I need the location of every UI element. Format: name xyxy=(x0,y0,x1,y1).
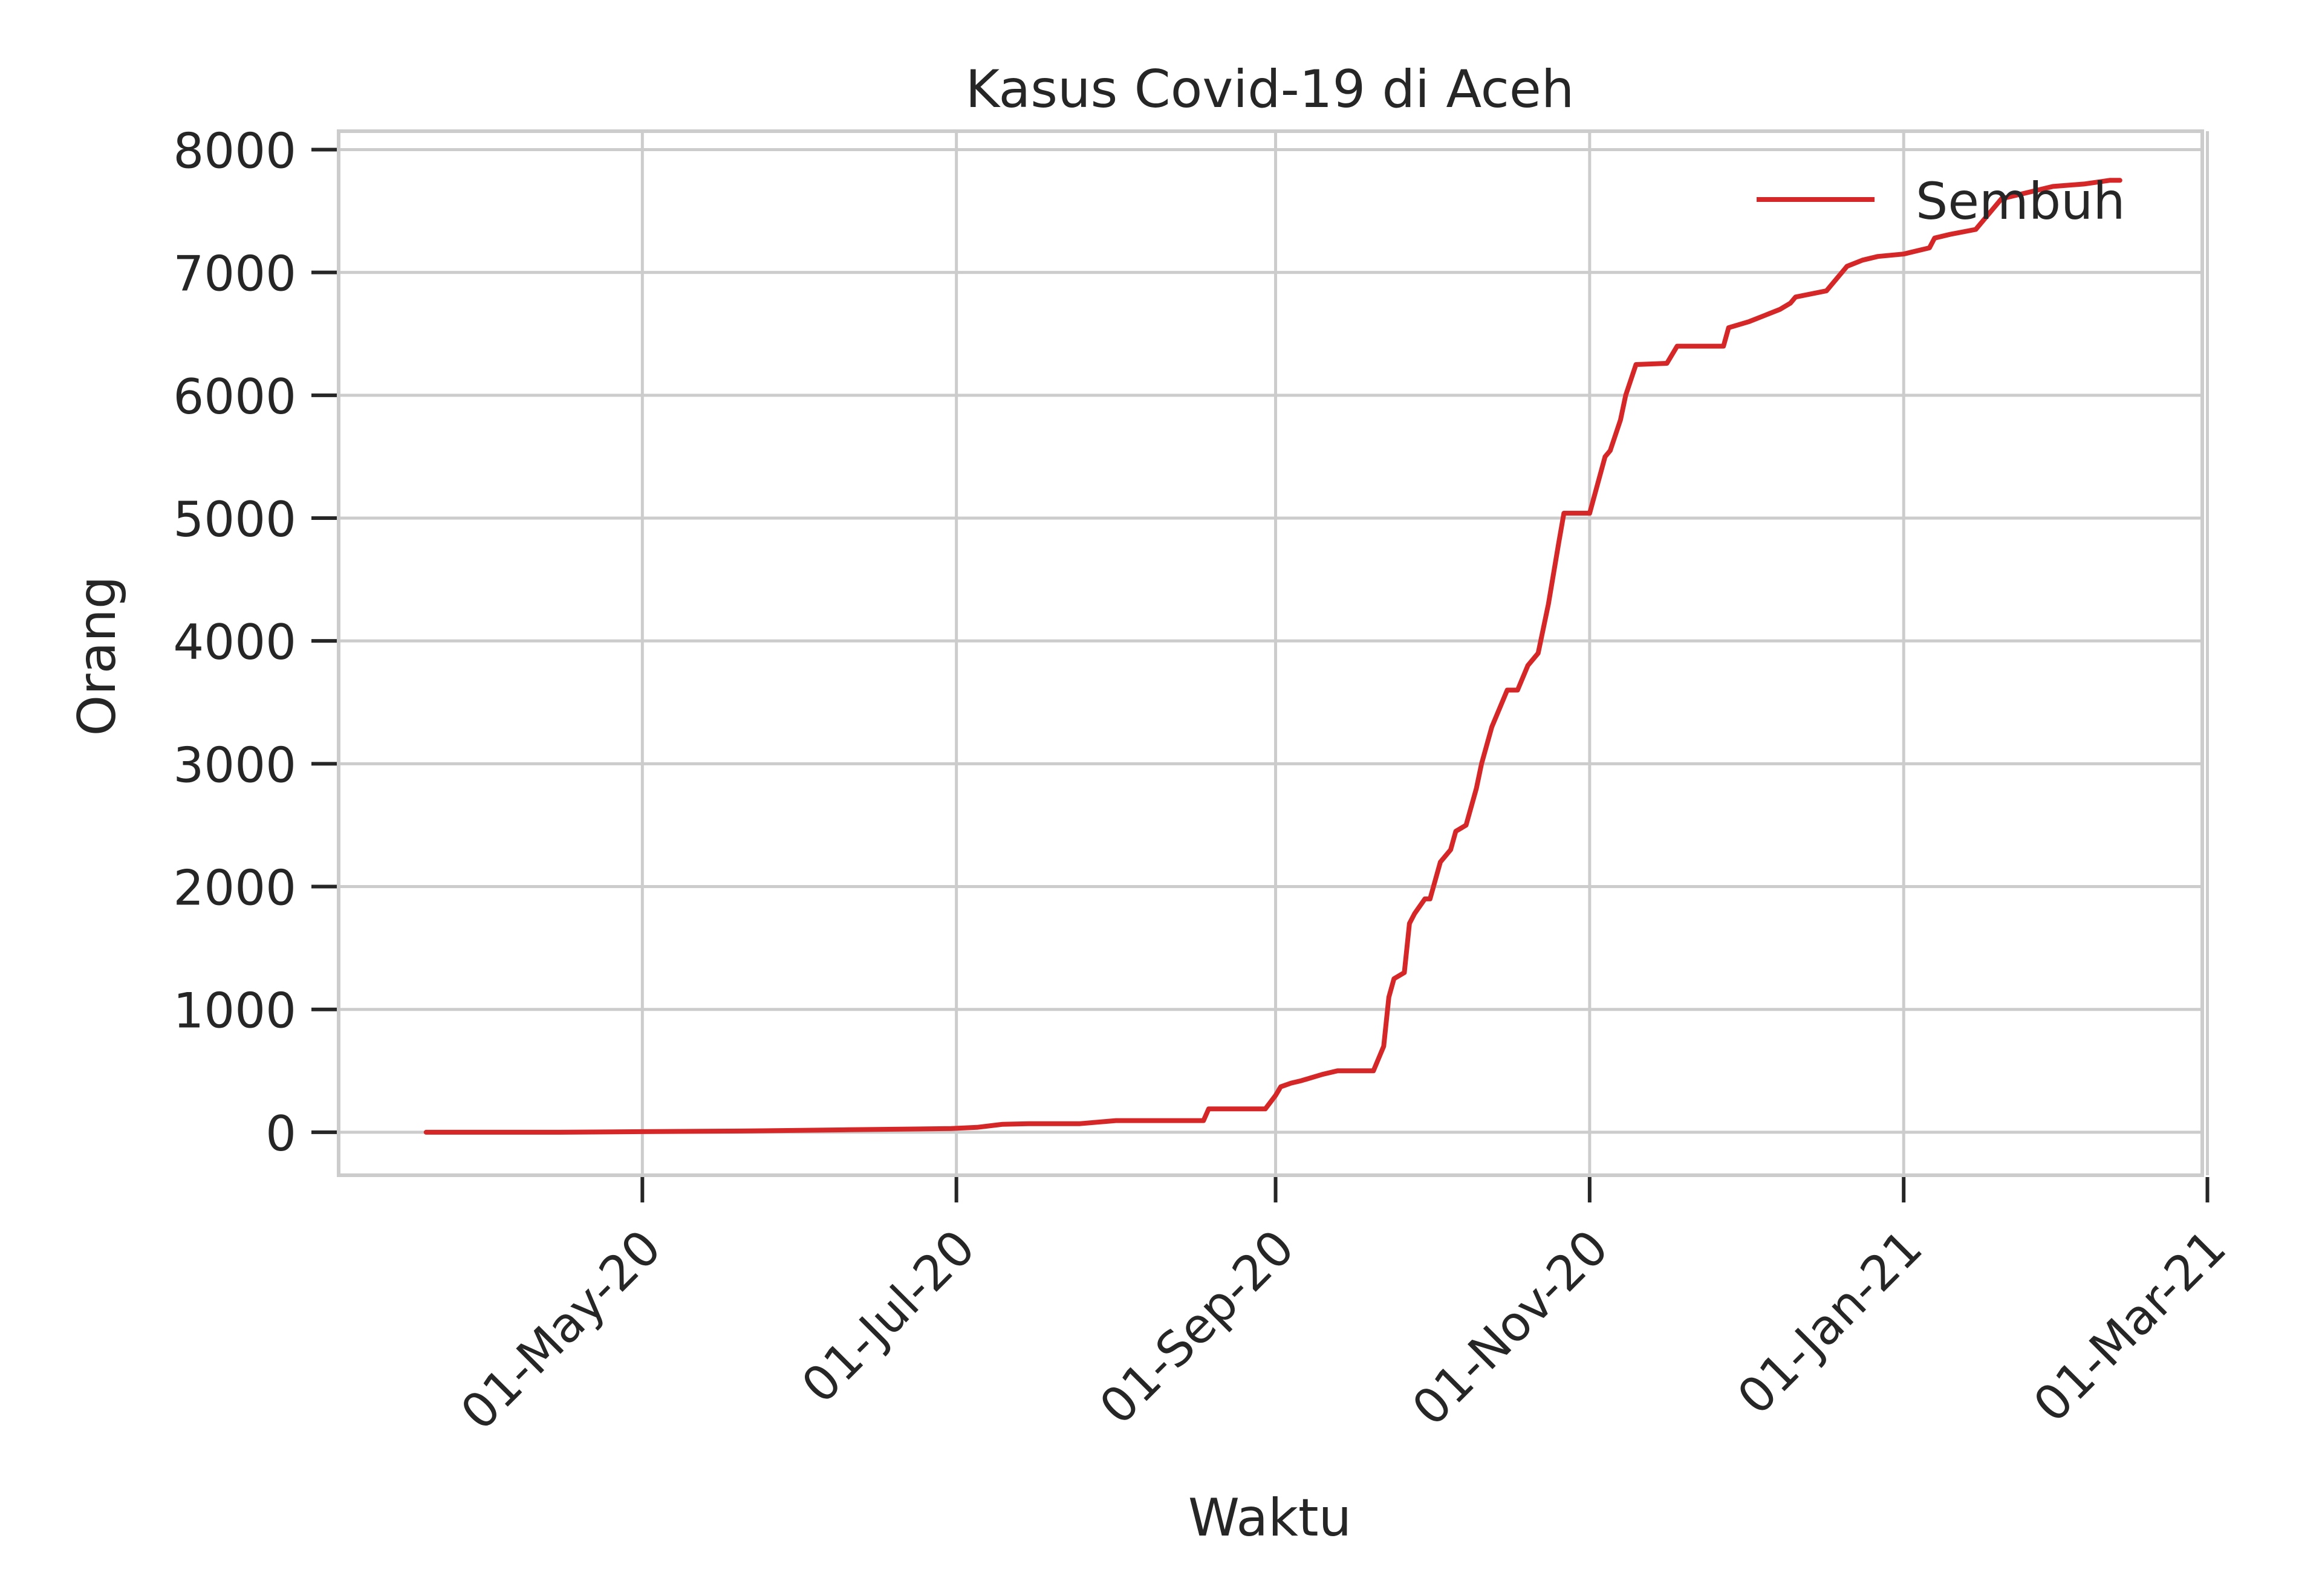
legend: Sembuh xyxy=(1757,172,2125,231)
y-tick-label-8: 8000 xyxy=(173,123,296,179)
y-tick-label-0: 0 xyxy=(265,1106,296,1162)
x-tick-label-0: 01-May-20 xyxy=(450,1219,672,1441)
grid-lines xyxy=(339,131,2210,1175)
x-tick-label-5: 01-Mar-21 xyxy=(2023,1219,2237,1433)
x-tick-label-2: 01-Sep-20 xyxy=(1089,1219,1305,1435)
plot-frame xyxy=(337,129,2204,1177)
y-tick-label-6: 6000 xyxy=(173,369,296,425)
x-tick-label-3: 01-Nov-20 xyxy=(1402,1219,1619,1436)
axis-ticks: 0 1000 2000 3000 4000 5000 6000 7000 8000 01-May-… xyxy=(173,123,2237,1441)
y-tick-label-1: 1000 xyxy=(173,983,296,1039)
y-tick-label-2: 2000 xyxy=(173,860,296,916)
chart-title: Kasus Covid-19 di Aceh xyxy=(966,59,1575,120)
x-tick-label-4: 01-Jan-21 xyxy=(1727,1219,1933,1426)
x-tick-label-1: 01-Jul-20 xyxy=(791,1219,986,1414)
y-tick-label-7: 7000 xyxy=(173,246,296,302)
x-axis-label: Waktu xyxy=(1188,1488,1351,1548)
y-tick-label-4: 4000 xyxy=(173,614,296,670)
y-axis-label: Orang xyxy=(67,576,128,736)
y-tick-label-3: 3000 xyxy=(173,737,296,793)
legend-label-sembuh: Sembuh xyxy=(1916,172,2125,231)
series-layer xyxy=(423,178,2122,1135)
y-tick-label-5: 5000 xyxy=(173,491,296,548)
series-line-0 xyxy=(423,178,2122,1135)
